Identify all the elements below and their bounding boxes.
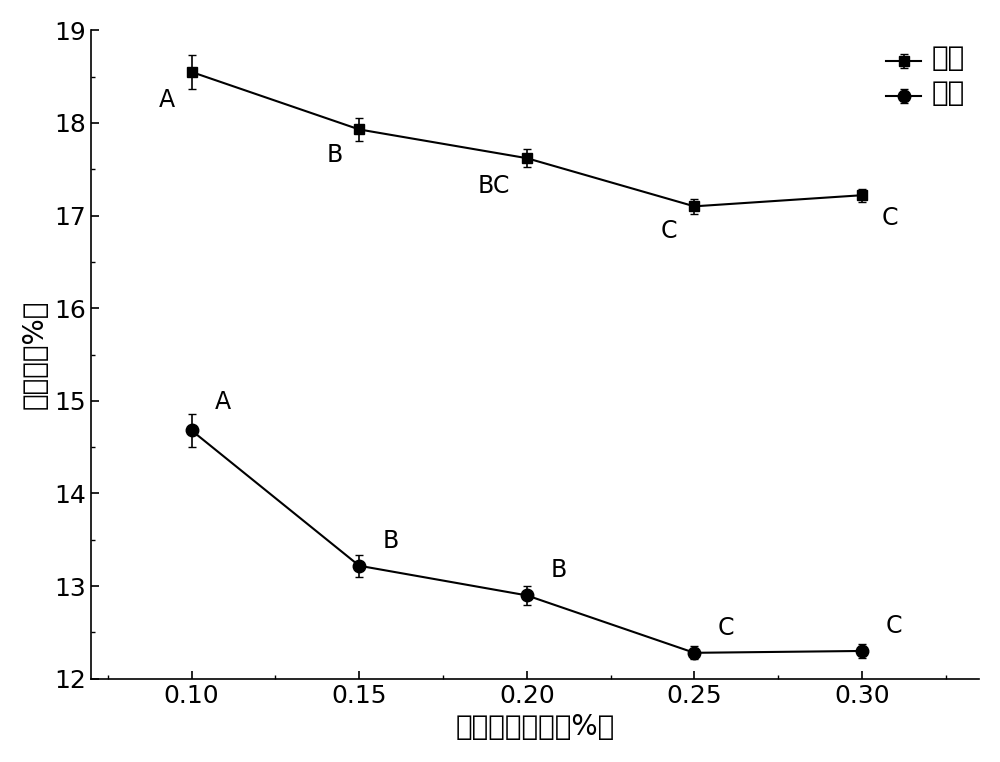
Text: BC: BC xyxy=(478,174,510,198)
Text: C: C xyxy=(882,207,898,230)
Text: A: A xyxy=(215,390,231,414)
Text: C: C xyxy=(718,616,734,640)
X-axis label: 亚麻籽胶浓度（%）: 亚麻籽胶浓度（%） xyxy=(456,713,615,741)
Text: B: B xyxy=(550,559,566,582)
Y-axis label: 损失率（%）: 损失率（%） xyxy=(21,300,49,409)
Text: C: C xyxy=(661,219,678,243)
Text: A: A xyxy=(159,88,175,112)
Text: B: B xyxy=(326,143,342,168)
Legend: 水分, 油分: 水分, 油分 xyxy=(879,37,972,114)
Text: C: C xyxy=(885,614,902,638)
Text: B: B xyxy=(383,529,399,552)
